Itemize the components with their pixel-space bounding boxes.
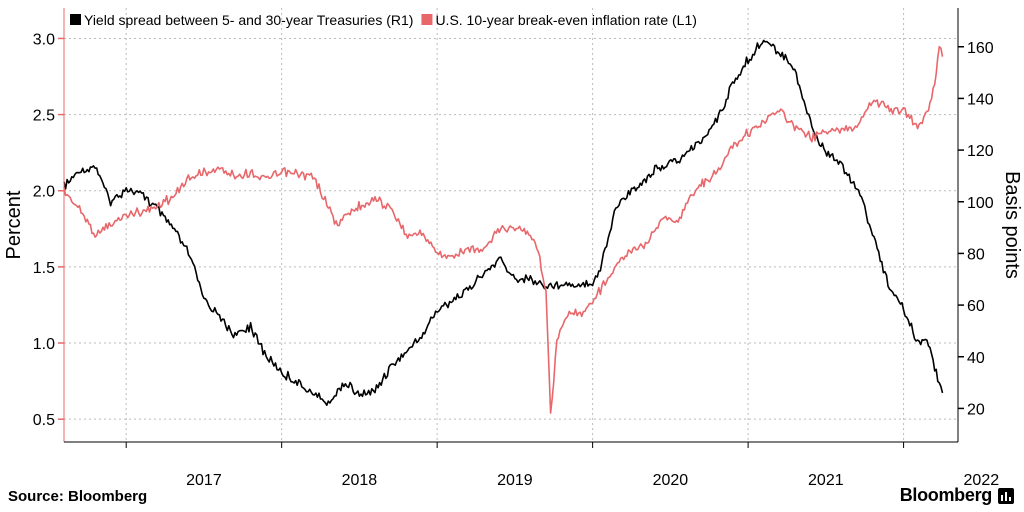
y-right-tick-label: 80 (967, 246, 985, 263)
x-tick-label: 2020 (653, 472, 689, 489)
series-lines (63, 39, 944, 414)
tick-labels: 2017 2018 2019 2020 2021 2022 0.5 1.0 1.5 2.0 2.5 3… (33, 31, 999, 489)
y-left-tick-label: 3.0 (33, 31, 55, 48)
source-note: Source: Bloomberg (8, 488, 148, 505)
y-right-tick-label: 140 (967, 91, 994, 108)
x-tick-label: 2019 (497, 472, 533, 489)
brand-wordmark: Bloomberg (899, 485, 993, 505)
bar-chart-icon (998, 487, 1014, 504)
axes (58, 8, 964, 448)
x-tick-label: 2022 (964, 472, 1000, 489)
y-axis-left-label: Percent (3, 190, 25, 259)
breakeven-inflation-line (63, 45, 944, 414)
legend-swatch (421, 14, 433, 25)
y-left-tick-label: 1.5 (33, 260, 55, 277)
y-axis-right-label: Basis points (1001, 171, 1023, 279)
x-tick-label: 2021 (808, 472, 844, 489)
y-left-tick-label: 0.5 (33, 412, 55, 429)
y-left-tick-label: 2.5 (33, 108, 55, 125)
legend-label: U.S. 10-year break-even inflation rate (… (435, 12, 696, 28)
y-left-tick-label: 1.0 (33, 336, 55, 353)
legend-swatch (70, 14, 81, 25)
y-left-tick-label: 2.0 (33, 184, 55, 201)
brand-logo: Bloomberg (900, 485, 1014, 506)
x-tick-label: 2018 (342, 472, 378, 489)
y-right-tick-label: 120 (967, 143, 994, 160)
y-right-tick-label: 160 (967, 40, 994, 57)
yield-spread-line (63, 39, 944, 406)
y-right-tick-label: 20 (967, 401, 985, 418)
y-right-tick-label: 40 (967, 350, 985, 367)
legend-label: Yield spread between 5- and 30-year Trea… (84, 12, 413, 28)
grid-lines (64, 8, 958, 442)
y-right-tick-label: 60 (967, 298, 985, 315)
legend: Yield spread between 5- and 30-year Trea… (70, 12, 697, 28)
y-right-tick-label: 100 (967, 195, 994, 212)
x-tick-label: 2017 (186, 472, 222, 489)
